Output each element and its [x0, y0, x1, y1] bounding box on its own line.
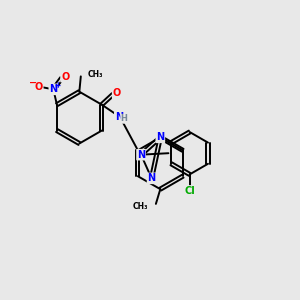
Text: N: N — [148, 173, 156, 183]
Text: O: O — [113, 88, 121, 98]
Text: Cl: Cl — [184, 186, 195, 196]
Text: N: N — [49, 84, 57, 94]
Text: N: N — [115, 112, 123, 122]
Text: O: O — [34, 82, 43, 92]
Text: CH₃: CH₃ — [87, 70, 103, 80]
Text: H: H — [121, 114, 128, 123]
Text: CH₃: CH₃ — [132, 202, 148, 211]
Text: N: N — [137, 150, 145, 160]
Text: −: − — [29, 78, 37, 88]
Text: +: + — [54, 81, 60, 90]
Text: O: O — [61, 72, 69, 82]
Text: N: N — [156, 132, 164, 142]
